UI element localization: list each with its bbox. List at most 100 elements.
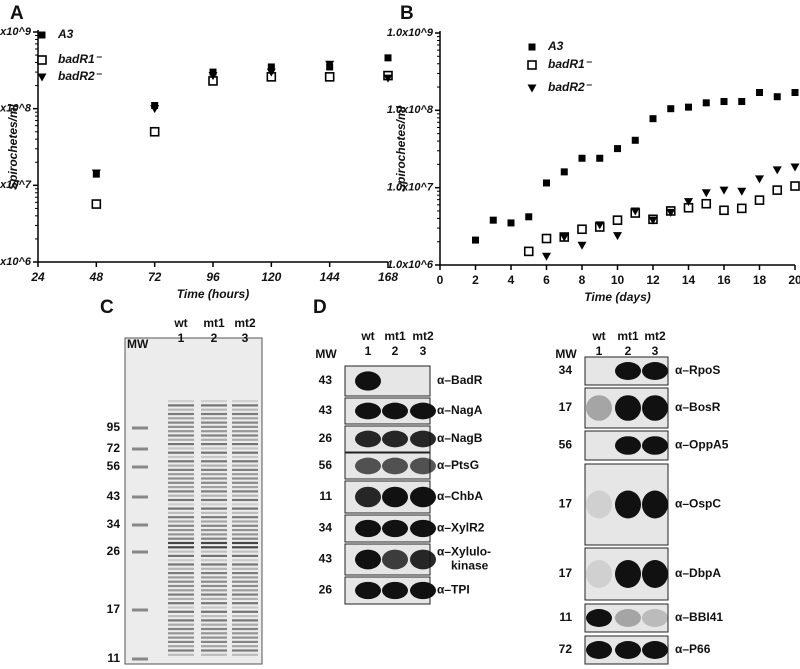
protein-band <box>232 615 258 618</box>
marker <box>720 98 728 106</box>
marker <box>489 216 497 224</box>
protein-band <box>168 529 194 532</box>
protein-band <box>232 486 258 489</box>
protein-band <box>168 507 194 510</box>
marker <box>648 216 658 225</box>
x-tick-label: 10 <box>611 273 625 287</box>
protein-band <box>168 563 194 566</box>
protein-band <box>232 516 258 519</box>
lane-name: mt1 <box>384 329 406 343</box>
protein-band <box>201 498 227 502</box>
protein-band <box>232 533 258 536</box>
x-tick-label: 4 <box>508 273 515 287</box>
lane-name: mt1 <box>617 329 639 343</box>
antibody-label: α–NagB <box>437 431 483 445</box>
lane-number: 3 <box>242 331 249 345</box>
mw-marker: 43 <box>319 552 333 566</box>
marker <box>91 199 102 209</box>
protein-band <box>201 490 227 493</box>
legend-marker <box>38 31 46 39</box>
protein-band <box>232 425 258 428</box>
marker <box>701 189 711 198</box>
protein-band <box>201 602 227 605</box>
mw-marker: 72 <box>559 642 573 656</box>
protein-band <box>168 524 194 527</box>
protein-band <box>201 606 227 609</box>
protein-band <box>201 563 227 566</box>
blot-band <box>642 490 668 519</box>
protein-band <box>168 434 194 437</box>
panel-label: A <box>10 3 24 24</box>
blot-band <box>586 395 612 421</box>
protein-band <box>232 623 258 626</box>
protein-band <box>168 404 194 407</box>
protein-band <box>201 408 227 411</box>
antibody-label: α–BosR <box>675 400 721 414</box>
protein-band <box>168 537 194 540</box>
blot-band <box>410 549 436 570</box>
protein-band <box>168 589 194 592</box>
protein-band <box>168 460 194 463</box>
x-tick-label: 168 <box>378 270 398 284</box>
lane-number: 3 <box>652 344 659 358</box>
legend-label: A3 <box>547 39 564 53</box>
legend-marker <box>37 55 47 65</box>
protein-band <box>168 464 194 467</box>
protein-band <box>232 498 258 502</box>
protein-band <box>232 507 258 510</box>
protein-band <box>201 404 227 407</box>
protein-band <box>232 576 258 579</box>
y-tick-label: 1.0x10^9 <box>0 26 32 38</box>
ladder-band <box>132 447 148 451</box>
blot-band <box>355 581 381 600</box>
marker <box>91 169 101 178</box>
blot-band <box>642 609 668 627</box>
ladder-band <box>132 657 148 661</box>
legend-marker <box>37 73 47 82</box>
antibody-label: α–RpoS <box>675 363 720 377</box>
lane-name: mt2 <box>644 329 666 343</box>
protein-band <box>168 486 194 489</box>
mw-marker: 17 <box>559 566 573 580</box>
protein-band <box>201 533 227 536</box>
protein-band <box>201 619 227 622</box>
protein-band <box>168 554 194 557</box>
protein-band <box>168 615 194 618</box>
marker <box>791 89 799 97</box>
protein-band <box>201 430 227 433</box>
lane-number: 1 <box>178 331 185 345</box>
marker <box>559 233 569 242</box>
protein-band <box>232 619 258 622</box>
marker <box>578 154 586 162</box>
protein-band <box>201 584 227 588</box>
antibody-label: α–OspC <box>675 497 721 511</box>
x-tick-label: 144 <box>320 270 340 284</box>
lane-number: 2 <box>211 331 218 345</box>
protein-band <box>232 468 258 471</box>
protein-band <box>168 653 194 656</box>
protein-band <box>232 597 258 600</box>
marker <box>755 175 764 184</box>
protein-band <box>232 606 258 609</box>
protein-band <box>232 554 258 557</box>
protein-band <box>232 546 258 549</box>
protein-band <box>168 481 194 484</box>
mw-marker: 17 <box>107 602 121 616</box>
legend-marker <box>527 60 537 70</box>
marker <box>577 241 587 250</box>
marker <box>384 54 392 62</box>
protein-band <box>232 602 258 605</box>
x-tick-label: 48 <box>89 270 104 284</box>
marker <box>754 195 765 205</box>
marker <box>719 186 729 195</box>
legend-marker <box>528 43 536 51</box>
blot-band <box>382 486 408 508</box>
lane-number: 1 <box>596 344 603 358</box>
antibody-label: α–NagA <box>437 403 483 417</box>
blot-band <box>615 362 641 380</box>
panel-label: B <box>400 3 414 24</box>
legend-label: badR2⁻ <box>548 80 593 94</box>
marker <box>684 198 693 207</box>
antibody-label: α–XylR2 <box>437 521 485 535</box>
